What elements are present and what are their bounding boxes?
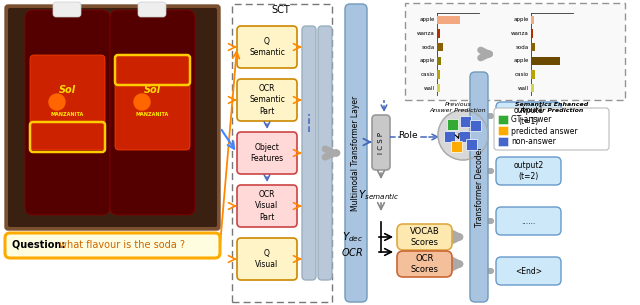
Circle shape bbox=[134, 94, 150, 110]
Text: output2
(t=2): output2 (t=2) bbox=[513, 161, 543, 181]
Bar bbox=[405, 3, 625, 100]
Circle shape bbox=[49, 94, 65, 110]
Text: soda: soda bbox=[516, 45, 529, 50]
FancyBboxPatch shape bbox=[318, 26, 332, 280]
Text: Sol: Sol bbox=[143, 85, 161, 95]
Bar bbox=[437, 57, 441, 65]
Text: Sol: Sol bbox=[58, 85, 76, 95]
Bar bbox=[531, 70, 535, 79]
FancyBboxPatch shape bbox=[445, 131, 456, 142]
Bar bbox=[437, 16, 460, 24]
Text: VOCAB
Scores: VOCAB Scores bbox=[410, 227, 440, 247]
FancyBboxPatch shape bbox=[460, 131, 470, 142]
FancyBboxPatch shape bbox=[470, 120, 481, 131]
FancyBboxPatch shape bbox=[25, 10, 110, 215]
Text: Transformer Decoder: Transformer Decoder bbox=[474, 147, 483, 227]
Text: ......: ...... bbox=[522, 217, 536, 225]
FancyBboxPatch shape bbox=[447, 120, 458, 131]
Text: I C S P: I C S P bbox=[378, 131, 384, 153]
Text: MANZANITA: MANZANITA bbox=[136, 113, 168, 117]
FancyBboxPatch shape bbox=[345, 4, 367, 302]
Text: what flavour is the soda ?: what flavour is the soda ? bbox=[59, 239, 185, 249]
Text: Previous
Answer Prediction: Previous Answer Prediction bbox=[429, 102, 486, 113]
Text: soda: soda bbox=[422, 45, 435, 50]
Text: Question:: Question: bbox=[12, 239, 68, 249]
FancyBboxPatch shape bbox=[372, 115, 390, 170]
FancyBboxPatch shape bbox=[5, 233, 220, 258]
FancyBboxPatch shape bbox=[138, 2, 166, 17]
Text: Role: Role bbox=[398, 131, 418, 139]
Text: casio: casio bbox=[515, 72, 529, 77]
Text: apple: apple bbox=[420, 58, 435, 63]
Text: Q
Visual: Q Visual bbox=[255, 249, 278, 269]
Text: $Y_{dec}$: $Y_{dec}$ bbox=[342, 230, 363, 244]
Text: casio: casio bbox=[420, 72, 435, 77]
FancyBboxPatch shape bbox=[5, 5, 220, 230]
FancyBboxPatch shape bbox=[302, 26, 316, 280]
FancyBboxPatch shape bbox=[494, 108, 609, 150]
Text: $OCR$: $OCR$ bbox=[340, 246, 363, 258]
Text: apple: apple bbox=[514, 17, 529, 22]
FancyBboxPatch shape bbox=[461, 117, 472, 127]
Text: <End>: <End> bbox=[515, 267, 542, 275]
Text: wanza: wanza bbox=[511, 31, 529, 36]
Bar bbox=[437, 84, 440, 92]
Bar bbox=[531, 84, 534, 92]
FancyBboxPatch shape bbox=[397, 224, 452, 250]
Bar bbox=[232, 4, 332, 302]
Text: wall: wall bbox=[424, 86, 435, 91]
Text: GT answer: GT answer bbox=[511, 116, 552, 124]
Bar bbox=[437, 29, 440, 38]
Bar bbox=[531, 16, 534, 24]
Text: apple: apple bbox=[514, 58, 529, 63]
Bar bbox=[437, 43, 443, 51]
FancyBboxPatch shape bbox=[397, 251, 452, 277]
Text: Q
Semantic: Q Semantic bbox=[249, 37, 285, 57]
FancyBboxPatch shape bbox=[237, 79, 297, 121]
Bar bbox=[531, 29, 532, 38]
FancyBboxPatch shape bbox=[237, 26, 297, 68]
FancyBboxPatch shape bbox=[499, 127, 509, 135]
FancyBboxPatch shape bbox=[467, 139, 477, 150]
Text: predicted answer: predicted answer bbox=[511, 127, 578, 135]
FancyBboxPatch shape bbox=[496, 102, 561, 130]
Circle shape bbox=[438, 110, 488, 160]
Text: OCR
Scores: OCR Scores bbox=[410, 254, 438, 274]
Text: apple: apple bbox=[420, 17, 435, 22]
Text: wall: wall bbox=[518, 86, 529, 91]
FancyBboxPatch shape bbox=[237, 238, 297, 280]
Text: OCR
Visual
Part: OCR Visual Part bbox=[255, 190, 278, 222]
Text: Semantics Enhanced
Answer Prediction: Semantics Enhanced Answer Prediction bbox=[515, 102, 589, 113]
Text: Multimodal Transformer Layer: Multimodal Transformer Layer bbox=[351, 95, 360, 211]
FancyBboxPatch shape bbox=[110, 10, 195, 215]
Bar bbox=[531, 57, 559, 65]
FancyBboxPatch shape bbox=[53, 2, 81, 17]
Text: SCT: SCT bbox=[271, 5, 291, 15]
FancyBboxPatch shape bbox=[496, 207, 561, 235]
FancyBboxPatch shape bbox=[30, 55, 105, 150]
FancyBboxPatch shape bbox=[237, 185, 297, 227]
Bar bbox=[437, 70, 440, 79]
Text: OCR
Semantic
Part: OCR Semantic Part bbox=[249, 84, 285, 116]
FancyBboxPatch shape bbox=[499, 116, 509, 124]
FancyBboxPatch shape bbox=[237, 132, 297, 174]
Text: Object
Features: Object Features bbox=[250, 143, 284, 163]
FancyBboxPatch shape bbox=[451, 142, 463, 152]
FancyBboxPatch shape bbox=[496, 157, 561, 185]
Text: MANZANITA: MANZANITA bbox=[51, 113, 84, 117]
Text: non-answer: non-answer bbox=[511, 138, 556, 146]
FancyBboxPatch shape bbox=[499, 138, 509, 146]
Text: output1
(t=1): output1 (t=1) bbox=[513, 106, 543, 126]
FancyBboxPatch shape bbox=[496, 257, 561, 285]
FancyBboxPatch shape bbox=[8, 8, 217, 227]
FancyBboxPatch shape bbox=[115, 55, 190, 150]
Bar bbox=[531, 43, 535, 51]
FancyBboxPatch shape bbox=[470, 72, 488, 302]
Text: wanza: wanza bbox=[417, 31, 435, 36]
Text: $Y_{semantic}$: $Y_{semantic}$ bbox=[358, 188, 400, 202]
